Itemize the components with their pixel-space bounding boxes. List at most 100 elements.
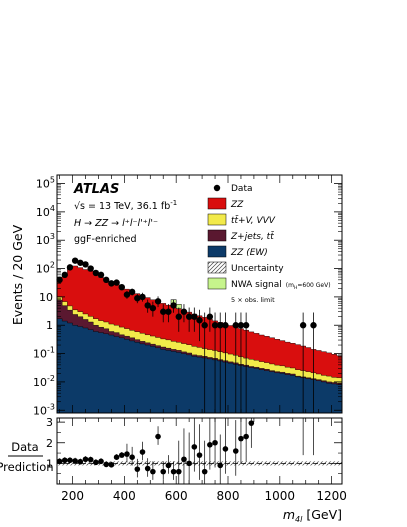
ratio-y-tick-label: 2 — [46, 437, 53, 450]
ratio-point — [191, 418, 198, 472]
ratio-label-numerator: Data — [11, 440, 38, 454]
ratio-point — [165, 455, 172, 474]
category-label: ggF-enriched — [74, 234, 136, 245]
y-tick-label: 1 — [46, 319, 53, 332]
data-point — [232, 312, 239, 413]
ratio-point — [124, 443, 130, 463]
legend-entry-uncertainty: Uncertainty — [207, 261, 284, 274]
ratio-point — [160, 461, 167, 480]
data-point — [206, 307, 214, 332]
ratio-point — [196, 424, 203, 480]
legend: Data ZZ tt̄+V, VVV Z+jets, tt̄ ZZ (EW) U… — [207, 184, 331, 304]
legend-data-label: Data — [231, 184, 253, 194]
y-axis-label: Events / 20 GeV — [10, 224, 25, 325]
main-x-ticks — [59, 175, 332, 413]
data-point — [196, 309, 203, 342]
legend-zzew-swatch — [207, 245, 227, 258]
legend-zjets-label: Z+jets, tt̄ — [230, 230, 275, 242]
legend-ttv-label: tt̄+V, VVV — [231, 214, 276, 226]
process-label: H → ZZ → l⁺l⁻l'⁺l'⁻ — [74, 218, 158, 229]
ratio-point — [113, 454, 120, 460]
ratio-panel: 1 2 3 200 400 600 800 1000 1200 Data Prediction — [0, 416, 347, 503]
ratio-point — [150, 461, 156, 480]
data-points — [56, 257, 317, 413]
legend-zjets-swatch — [207, 229, 227, 242]
y-tick-label: 102 — [36, 261, 55, 276]
data-point — [82, 261, 89, 268]
ratio-point — [93, 459, 99, 466]
legend-entry-zjets: Z+jets, tt̄ — [207, 229, 275, 242]
x-tick-label: 200 — [61, 489, 84, 503]
y-tick-label: 104 — [36, 204, 55, 219]
x-tick-label: 1000 — [265, 489, 296, 503]
data-point — [175, 307, 182, 332]
data-point — [217, 312, 224, 413]
ratio-point — [98, 458, 104, 465]
ratio-point — [232, 420, 239, 476]
data-point — [71, 257, 79, 264]
main-plot-frame — [56, 174, 343, 414]
data-point — [61, 271, 68, 279]
y-tick-label: 10-1 — [33, 346, 55, 361]
data-point — [97, 271, 105, 279]
ratio-point — [87, 456, 94, 463]
ratio-point — [217, 434, 224, 484]
y-tick-label: 10 — [39, 291, 53, 304]
ratio-point — [155, 426, 161, 445]
ratio-point — [144, 458, 151, 477]
data-point — [123, 290, 131, 299]
ratio-point — [207, 418, 213, 470]
data-point — [77, 259, 84, 266]
ratio-point — [77, 458, 84, 465]
ratio-point — [108, 461, 115, 468]
y-tick-label: 10-3 — [33, 402, 55, 417]
ratio-points — [57, 418, 314, 484]
data-point — [108, 280, 115, 287]
x-tick-label: 600 — [165, 489, 188, 503]
legend-entry-zz: ZZ — [207, 197, 244, 210]
legend-entry-ttv: tt̄+V, VVV — [207, 213, 276, 226]
legend-nwa-label: NWA signal (mH=600 GeV) — [231, 280, 331, 291]
legend-entry-nwa: NWA signal (mH=600 GeV) 5 × obs. limit — [207, 277, 331, 304]
x-axis: 200 400 600 800 1000 1200 — [59, 418, 347, 503]
data-point — [242, 312, 250, 413]
data-point — [113, 279, 120, 286]
energy-lumi-label: √s = 13 TeV, 36.1 fb-1 — [74, 199, 177, 212]
data-point — [134, 293, 141, 304]
ratio-point — [222, 418, 229, 474]
legend-nwa-swatch — [207, 277, 227, 290]
data-point — [139, 292, 146, 302]
legend-nwa-limit: 5 × obs. limit — [231, 296, 275, 304]
legend-uncertainty-swatch — [207, 261, 227, 274]
data-point — [180, 304, 188, 323]
data-point — [237, 312, 245, 413]
data-point — [87, 265, 94, 272]
ratio-point — [118, 452, 125, 458]
ratio-point — [181, 428, 187, 484]
legend-uncertainty-label: Uncertainty — [231, 264, 284, 274]
legend-zz-label: ZZ — [230, 200, 244, 210]
legend-ttv-swatch — [207, 213, 227, 226]
ratio-point — [175, 440, 182, 484]
ratio-point — [61, 457, 68, 464]
ratio-point — [57, 458, 63, 465]
data-point — [160, 304, 167, 323]
ratio-point — [129, 446, 135, 466]
legend-entry-data: Data — [213, 184, 253, 194]
data-point — [66, 264, 74, 271]
ratio-y-axis: 1 2 3 — [46, 416, 342, 474]
ratio-point — [72, 457, 78, 464]
data-point — [191, 307, 198, 332]
ratio-point — [67, 457, 73, 464]
main-y-axis: 10-3 10-2 10-1 1 10 102 103 104 105 — [33, 176, 342, 417]
data-point — [222, 312, 229, 413]
ratio-label-denominator: Prediction — [0, 460, 54, 474]
x-tick-label: 1200 — [316, 489, 347, 503]
main-panel: 10-3 10-2 10-1 1 10 102 103 104 105 Events / 20 … — [10, 174, 343, 417]
y-tick-label: 105 — [36, 176, 55, 191]
ratio-point — [139, 441, 146, 461]
x-axis-label: m4l [GeV] — [283, 507, 342, 524]
ratio-y-tick-label: 1 — [46, 457, 53, 470]
ratio-point — [82, 456, 89, 463]
